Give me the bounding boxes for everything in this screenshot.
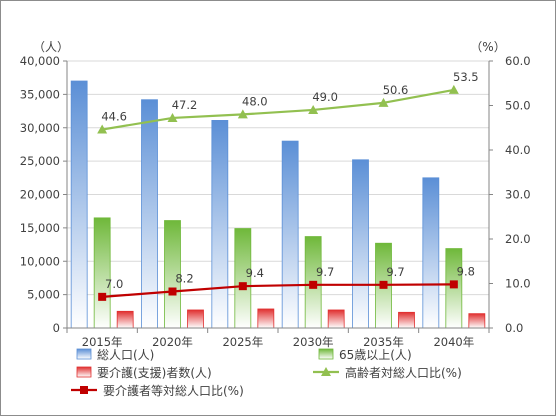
bar (116, 310, 134, 329)
left-tick-label: 35,000 (20, 87, 60, 101)
bar (327, 309, 345, 329)
square-marker (98, 292, 107, 301)
triangle-marker (448, 84, 459, 94)
triangle-marker (97, 124, 108, 134)
series-line (101, 88, 455, 131)
legend-swatch (318, 348, 334, 360)
triangle-marker (308, 104, 319, 114)
bar (398, 311, 415, 329)
gridlines (67, 60, 489, 296)
data-label: 9.7 (316, 265, 334, 279)
left-tick-label: 30,000 (20, 121, 60, 135)
legend-triangle-marker (321, 367, 331, 376)
square-marker (309, 280, 318, 289)
legend: 総人口(人) 65歳以上(人) 要介護(支援)者数(人) 高齢者対総人口比(%) 要介護… (71, 348, 462, 398)
bar (93, 217, 111, 329)
bar-layer (70, 80, 486, 329)
legend-label: 要介護(支援)者数(人) (97, 365, 212, 380)
square-marker (238, 282, 247, 291)
x-tick-label: 2020年 (152, 335, 193, 349)
triangle-marker (378, 97, 389, 107)
line-layer (97, 84, 459, 301)
series-line (102, 283, 454, 298)
legend-label: 65歳以上(人) (339, 348, 412, 362)
data-label: 9.8 (457, 264, 475, 278)
left-axis-unit: （人） (33, 40, 69, 54)
x-tick-label: 2030年 (293, 335, 334, 349)
bar (187, 309, 204, 329)
bar (281, 140, 299, 329)
square-marker (449, 280, 458, 289)
x-tick-label: 2040年 (433, 335, 474, 349)
right-tick-label: 0.0 (505, 321, 523, 335)
right-tick-label: 50.0 (505, 99, 531, 113)
triangle-marker (167, 112, 178, 122)
x-tick-label: 2015年 (82, 335, 123, 349)
right-axis-unit: （%） (470, 40, 505, 54)
data-label: 9.4 (246, 266, 264, 280)
bar (70, 80, 88, 329)
data-label: 49.0 (312, 90, 338, 104)
data-label: 50.6 (383, 83, 409, 97)
triangle-marker (237, 109, 248, 119)
bar (352, 159, 369, 329)
left-tick-label: 25,000 (20, 154, 60, 168)
data-label: 7.0 (105, 277, 123, 291)
left-tick-label: 0 (53, 321, 60, 335)
left-tick-label: 5,000 (27, 288, 60, 302)
legend-square-marker (80, 386, 88, 394)
axis-layer: 0 5,000 10,000 15,000 20,000 25,000 30,000 35,0… (20, 54, 531, 349)
data-label: 9.7 (386, 265, 404, 279)
data-label: 53.5 (453, 70, 479, 84)
data-label: 48.0 (242, 94, 268, 108)
legend-swatch (76, 366, 92, 378)
legend-swatch (76, 348, 92, 360)
right-tick-label: 60.0 (505, 54, 531, 68)
left-tick-label: 40,000 (20, 54, 60, 68)
x-tick-label: 2035年 (363, 335, 404, 349)
legend-label: 要介護者等対総人口比(%) (103, 383, 244, 398)
right-tick-label: 10.0 (505, 277, 531, 291)
bar (422, 177, 440, 329)
right-tick-label: 40.0 (505, 143, 531, 157)
bar (211, 120, 229, 329)
left-tick-label: 15,000 (20, 221, 60, 235)
data-label-layer: 44.6 47.2 48.0 49.0 50.6 53.5 7.0 8.2 9.4 9.7 9.7 9… (101, 70, 478, 291)
right-tick-label: 30.0 (505, 188, 531, 202)
left-tick-label: 20,000 (20, 188, 60, 202)
x-tick-label: 2025年 (222, 335, 263, 349)
data-label: 44.6 (101, 110, 127, 124)
right-tick-label: 20.0 (505, 232, 531, 246)
square-marker (379, 280, 388, 289)
legend-label: 高齢者対総人口比(%) (345, 365, 462, 380)
legend-label: 総人口(人) (97, 348, 154, 362)
bar (257, 308, 275, 329)
left-tick-label: 10,000 (20, 254, 60, 268)
square-marker (168, 287, 177, 296)
data-label: 8.2 (175, 272, 193, 286)
bar (468, 313, 486, 329)
data-label: 47.2 (172, 98, 198, 112)
